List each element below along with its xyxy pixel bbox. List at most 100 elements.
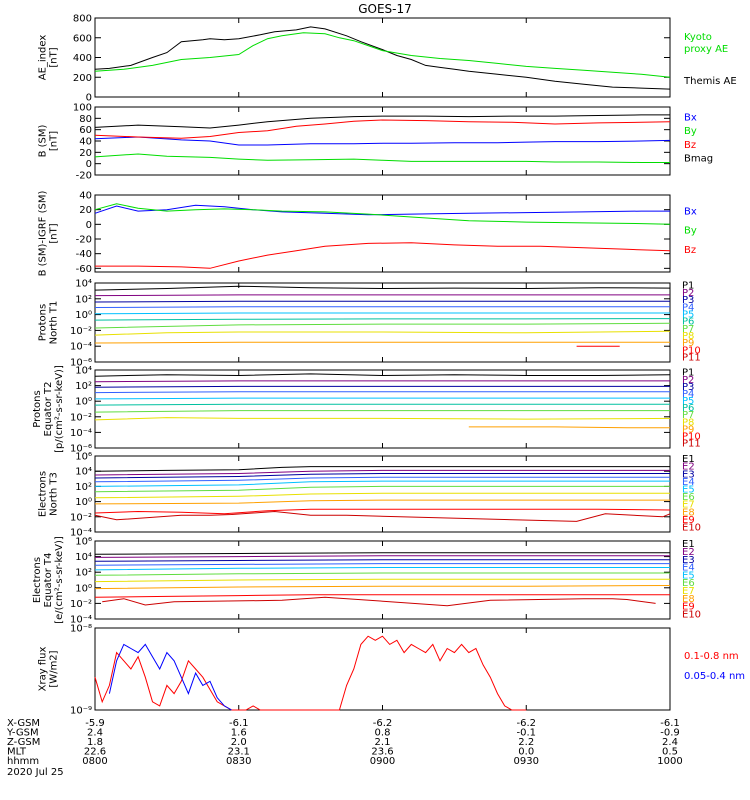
legend-e5: E5 bbox=[682, 570, 695, 581]
series-line-e10 bbox=[94, 510, 671, 522]
series-line-e7 bbox=[94, 492, 670, 499]
y-axis-label: Electrons bbox=[32, 557, 43, 603]
legend-bx: Bx bbox=[684, 113, 697, 124]
legend-kyoto-proxy-ae: Kyoto bbox=[684, 32, 712, 43]
x-row-value: 1.6 bbox=[231, 728, 247, 739]
legend-e6: E6 bbox=[682, 492, 695, 503]
legend-p7: P7 bbox=[682, 410, 694, 421]
legend-p9: P9 bbox=[682, 338, 694, 349]
y-tick-label: 10⁶ bbox=[75, 452, 92, 463]
panel-frame bbox=[94, 106, 671, 176]
series-line-e8 bbox=[94, 585, 671, 590]
series-line-p9 bbox=[94, 341, 670, 344]
series-line-p2 bbox=[94, 380, 670, 383]
legend-bz: Bz bbox=[684, 140, 696, 151]
y-tick-label: 40 bbox=[79, 137, 92, 148]
x-row-label: MLT bbox=[7, 747, 27, 758]
y-axis-label: Xray flux bbox=[38, 647, 49, 692]
legend-0-05-0-4-nm: 0.05-0.4 nm bbox=[684, 671, 745, 682]
legend-p2: P2 bbox=[682, 288, 694, 299]
series-line-p6 bbox=[94, 318, 671, 321]
legend-p1: P1 bbox=[682, 281, 694, 292]
series-line-e4 bbox=[94, 563, 670, 566]
y-tick-label: 10⁶ bbox=[75, 537, 92, 548]
y-axis-label: AE_index bbox=[38, 35, 49, 81]
legend-p10: P10 bbox=[682, 432, 701, 443]
legend-p5: P5 bbox=[682, 310, 694, 321]
y-axis-label: North T1 bbox=[49, 301, 60, 345]
legend-p2: P2 bbox=[682, 375, 694, 386]
panel-frame bbox=[94, 455, 671, 533]
x-row-value: 0900 bbox=[370, 756, 395, 767]
legend-p6: P6 bbox=[682, 317, 694, 328]
panel-bigrf: -60 -40 -20 0 20 40 B (SM)-IGRF (SM) [nT] Bx By Bz bbox=[38, 191, 697, 277]
legend-0-1-0-8-nm: 0.1-0.8 nm bbox=[684, 651, 739, 662]
panel-e_t4: 10⁶ 10⁴ 10² 10⁰ 10⁻² 10⁻⁴ Electrons Equator T4[… bbox=[32, 536, 701, 625]
y-axis-label: Electrons bbox=[38, 471, 49, 517]
y-tick-label: 60 bbox=[79, 125, 92, 136]
legend-bmag: Bmag bbox=[684, 153, 713, 164]
x-row-label: Y-GSM bbox=[6, 728, 39, 739]
legend-e7: E7 bbox=[682, 586, 695, 597]
legend-kyoto-proxy-ae: proxy AE bbox=[684, 44, 728, 55]
panel-frame bbox=[94, 17, 671, 98]
y-tick-label: 10⁴ bbox=[75, 279, 92, 290]
y-tick-label: 10⁻⁶ bbox=[70, 358, 92, 369]
x-row-value: -6.2 bbox=[373, 718, 393, 729]
y-axis-label: B (SM) bbox=[38, 124, 49, 157]
y-axis-label: Protons bbox=[32, 390, 43, 427]
x-row-value: -6.1 bbox=[660, 718, 680, 729]
x-row-value: 0.5 bbox=[662, 747, 678, 758]
legend-e8: E8 bbox=[682, 507, 695, 518]
y-tick-label: 10⁻⁴ bbox=[70, 528, 92, 539]
y-tick-label: 10² bbox=[75, 381, 92, 392]
y-tick-label: 0 bbox=[86, 220, 92, 231]
series-line-e1 bbox=[94, 552, 670, 555]
series-line-e7 bbox=[94, 578, 670, 583]
legend-p11: P11 bbox=[682, 439, 701, 450]
date-label: 2020 Jul 25 bbox=[7, 767, 64, 778]
legend-p8: P8 bbox=[682, 331, 694, 342]
x-row-value: 1000 bbox=[657, 756, 682, 767]
x-row-value: 1.8 bbox=[87, 737, 103, 748]
panel-frame bbox=[94, 194, 671, 273]
series-line-0-1-0-8-nm bbox=[94, 635, 527, 711]
y-tick-label: -20 bbox=[76, 235, 92, 246]
y-axis-label: [e/(cm²-s-sr-keV)] bbox=[54, 536, 65, 624]
series-line-p9 bbox=[468, 426, 670, 429]
legend-bx: Bx bbox=[684, 206, 697, 217]
x-row-value: 23.6 bbox=[371, 747, 393, 758]
series-line-by bbox=[94, 203, 671, 225]
series-line-p5 bbox=[94, 397, 670, 400]
x-row-value: -0.1 bbox=[516, 728, 536, 739]
plot-title: GOES-17 bbox=[358, 2, 412, 16]
series-line-bx bbox=[94, 136, 671, 146]
series-line-p7 bbox=[94, 410, 670, 413]
legend-p10: P10 bbox=[682, 345, 701, 356]
x-row-value: 2.0 bbox=[231, 737, 247, 748]
legend-p1: P1 bbox=[682, 368, 694, 379]
series-line-e2 bbox=[94, 555, 670, 558]
series-line-p8 bbox=[94, 417, 671, 421]
series-line-p1 bbox=[94, 373, 671, 377]
series-line-p7 bbox=[94, 322, 671, 329]
y-axis-label: [nT] bbox=[49, 131, 60, 151]
y-tick-label: -60 bbox=[76, 264, 92, 275]
series-line-e4 bbox=[94, 476, 670, 483]
x-row-label: X-GSM bbox=[7, 718, 40, 729]
legend-p9: P9 bbox=[682, 424, 694, 435]
legend-p4: P4 bbox=[682, 302, 694, 313]
y-tick-label: 10² bbox=[75, 568, 92, 579]
series-line-bmag bbox=[94, 114, 670, 129]
series-line-e6 bbox=[94, 572, 670, 576]
x-row-value: -5.9 bbox=[85, 718, 105, 729]
panel-frame bbox=[94, 627, 671, 711]
panel-xray: 10⁻⁸ 10⁻⁹ Xray flux [W/m2] 0.1-0.8 nm 0.05-0.… bbox=[38, 624, 746, 717]
legend-e1: E1 bbox=[682, 454, 695, 465]
legend-p7: P7 bbox=[682, 324, 694, 335]
y-tick-label: 600 bbox=[73, 33, 92, 44]
series-line-kyoto-proxy-ae bbox=[94, 32, 671, 78]
legend-e3: E3 bbox=[682, 469, 695, 480]
